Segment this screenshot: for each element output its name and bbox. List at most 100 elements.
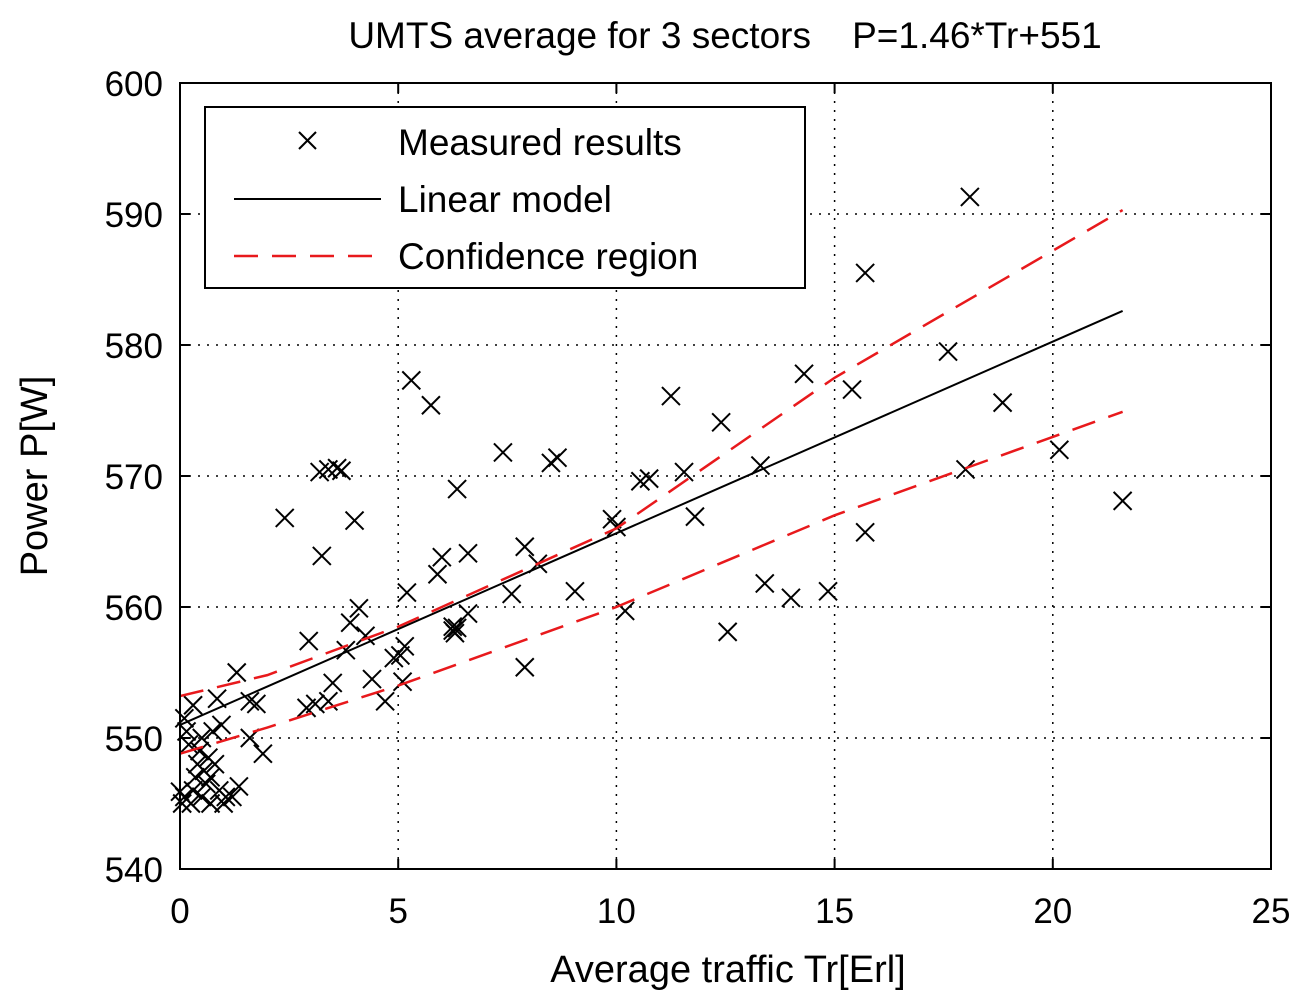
linear-model-line: [179, 310, 1124, 726]
data-point: [755, 573, 775, 594]
data-point: [192, 787, 212, 807]
data-point: [192, 728, 212, 748]
data-point: [246, 694, 267, 714]
data-point: [181, 793, 201, 814]
y-tick-label: 550: [105, 720, 163, 759]
data-point: [501, 584, 522, 604]
data-point: [229, 776, 249, 797]
data-point: [992, 392, 1013, 413]
data-point: [253, 744, 273, 764]
data-point: [205, 754, 225, 774]
y-axis-label: Power P[W]: [14, 376, 56, 577]
y-tick-label: 570: [105, 458, 163, 497]
data-point: [312, 546, 332, 566]
grid-lines: [180, 83, 1271, 869]
data-point: [855, 522, 875, 543]
data-point: [493, 442, 513, 463]
data-point: [661, 386, 681, 406]
legend: Measured results Linear model Confidence…: [204, 106, 806, 289]
data-point: [818, 581, 838, 601]
data-point: [1112, 491, 1133, 511]
data-point: [344, 510, 365, 531]
data-point: [216, 787, 236, 807]
data-point: [349, 598, 369, 619]
x-tick-label: 25: [1252, 892, 1291, 931]
y-tick-label: 560: [105, 589, 163, 628]
x-axis-label: Average traffic Tr[Erl]: [550, 949, 906, 991]
confidence-region-line: [179, 410, 1124, 755]
confidence-region-line: [179, 208, 1124, 698]
data-point: [213, 793, 234, 814]
data-point: [1049, 440, 1070, 460]
data-point: [340, 613, 360, 633]
data-point: [240, 691, 260, 712]
data-point: [443, 616, 463, 637]
data-point: [183, 695, 203, 715]
data-point: [305, 694, 325, 714]
legend-label-linear: Linear model: [398, 179, 612, 220]
axis-ticks: 0 5 10 15 20 25 540 550 560 570 580 590 600: [105, 65, 1291, 931]
data-point: [565, 581, 585, 601]
plot-area: [170, 187, 1133, 814]
data-point: [458, 543, 478, 563]
data-point: [397, 582, 417, 603]
data-point: [421, 395, 441, 415]
data-point: [515, 537, 535, 557]
chart-title: UMTS average for 3 sectors P=1.46*Tr+551: [348, 15, 1101, 56]
data-point: [323, 673, 343, 693]
data-point: [172, 793, 192, 814]
y-tick-label: 540: [105, 851, 163, 890]
data-point: [203, 721, 223, 742]
legend-label-measured: Measured results: [398, 122, 682, 163]
data-point: [717, 622, 738, 642]
data-point: [855, 263, 875, 283]
data-point: [515, 657, 535, 677]
data-point: [227, 662, 247, 683]
data-point: [207, 688, 227, 709]
data-point: [432, 547, 452, 567]
data-point: [392, 671, 413, 692]
y-tick-label: 590: [105, 196, 163, 235]
data-point: [547, 447, 568, 468]
data-point: [685, 506, 705, 527]
x-tick-label: 15: [815, 892, 854, 931]
data-point: [362, 669, 382, 689]
data-point: [390, 645, 411, 666]
data-point: [842, 379, 862, 400]
legend-label-confidence: Confidence region: [398, 236, 698, 277]
x-tick-label: 0: [170, 892, 189, 931]
y-tick-label: 580: [105, 327, 163, 366]
data-point: [794, 364, 814, 384]
data-point: [211, 715, 232, 735]
data-point: [299, 631, 319, 651]
x-tick-label: 5: [388, 892, 407, 931]
data-point: [336, 640, 356, 660]
data-point: [750, 455, 771, 476]
data-point: [781, 588, 801, 608]
data-point: [174, 708, 195, 729]
data-point: [395, 636, 415, 657]
data-point: [275, 508, 295, 528]
data-point: [185, 767, 205, 788]
legend-marker-measured-icon: [298, 131, 317, 150]
data-point: [458, 603, 478, 624]
data-point: [447, 618, 467, 638]
x-tick-label: 20: [1033, 892, 1072, 931]
data-point: [327, 458, 347, 478]
measured-results-series: [170, 187, 1133, 814]
data-point: [674, 462, 694, 482]
x-tick-label: 10: [597, 892, 636, 931]
data-point: [955, 459, 976, 480]
y-tick-label: 600: [105, 65, 163, 104]
data-point: [960, 187, 980, 207]
data-point: [200, 767, 221, 788]
data-point: [222, 787, 243, 807]
data-point: [375, 691, 395, 712]
data-point: [427, 564, 448, 584]
data-point: [639, 468, 659, 489]
data-point: [331, 461, 352, 481]
axes-frame: [179, 82, 1272, 870]
data-point: [447, 479, 467, 499]
